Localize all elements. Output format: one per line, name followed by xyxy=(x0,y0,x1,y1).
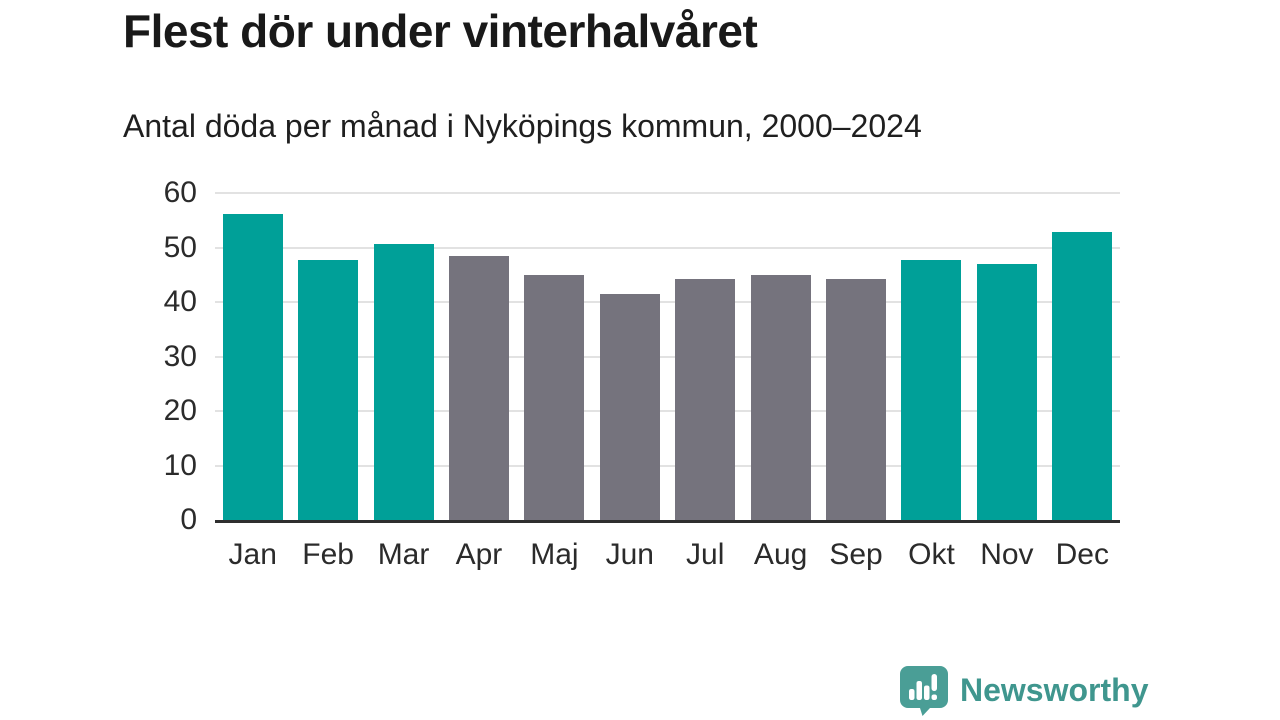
bar-sep xyxy=(826,278,887,520)
y-tick-10: 10 xyxy=(163,448,197,482)
brand-name: Newsworthy xyxy=(960,671,1149,708)
gridline-40 xyxy=(215,301,1120,303)
bar-jan xyxy=(222,213,283,520)
plot-area xyxy=(215,192,1120,523)
brand-footer: Newsworthy xyxy=(898,664,1148,716)
newsworthy-badge-icon xyxy=(900,666,948,716)
x-axis: Jan Feb Mar Apr Maj Jun Jul Aug Sep Okt Nov Dec xyxy=(215,538,1120,582)
bar-jun xyxy=(599,293,660,520)
y-tick-0: 0 xyxy=(180,503,197,536)
x-tick-jun: Jun xyxy=(605,538,654,571)
bar-maj xyxy=(524,275,585,520)
x-tick-sep: Sep xyxy=(829,538,883,571)
bar-nov xyxy=(976,264,1037,520)
bar-dec xyxy=(1052,232,1113,520)
x-tick-mar: Mar xyxy=(377,538,430,571)
y-tick-60: 60 xyxy=(163,176,197,209)
x-tick-jul: Jul xyxy=(686,538,725,571)
gridline-20 xyxy=(215,410,1120,412)
x-tick-apr: Apr xyxy=(455,538,503,571)
x-tick-aug: Aug xyxy=(753,538,808,571)
y-tick-50: 50 xyxy=(163,230,197,264)
gridline-60 xyxy=(215,192,1120,194)
x-tick-feb: Feb xyxy=(302,538,354,571)
x-tick-okt: Okt xyxy=(908,538,955,571)
chart-subtitle: Antal döda per månad i Nyköpings kommun,… xyxy=(123,108,922,144)
gridline-10 xyxy=(215,464,1120,467)
bar-feb xyxy=(298,259,359,520)
bar-mar xyxy=(373,244,434,520)
x-tick-nov: Nov xyxy=(980,538,1034,571)
bar-okt xyxy=(901,260,962,520)
bar-jul xyxy=(675,279,736,520)
x-tick-dec: Dec xyxy=(1055,538,1109,571)
y-tick-30: 30 xyxy=(163,339,197,373)
bar-apr xyxy=(448,256,509,520)
gridline-50 xyxy=(215,246,1120,249)
gridline-30 xyxy=(215,355,1120,358)
chart-title: Flest dör under vinterhalvåret xyxy=(123,5,758,57)
x-tick-jan: Jan xyxy=(228,538,277,571)
y-tick-40: 40 xyxy=(163,285,197,318)
y-tick-20: 20 xyxy=(163,394,197,427)
x-tick-maj: Maj xyxy=(530,538,579,571)
bar-aug xyxy=(750,274,811,520)
y-axis: 0 10 20 30 40 50 60 xyxy=(0,176,197,536)
